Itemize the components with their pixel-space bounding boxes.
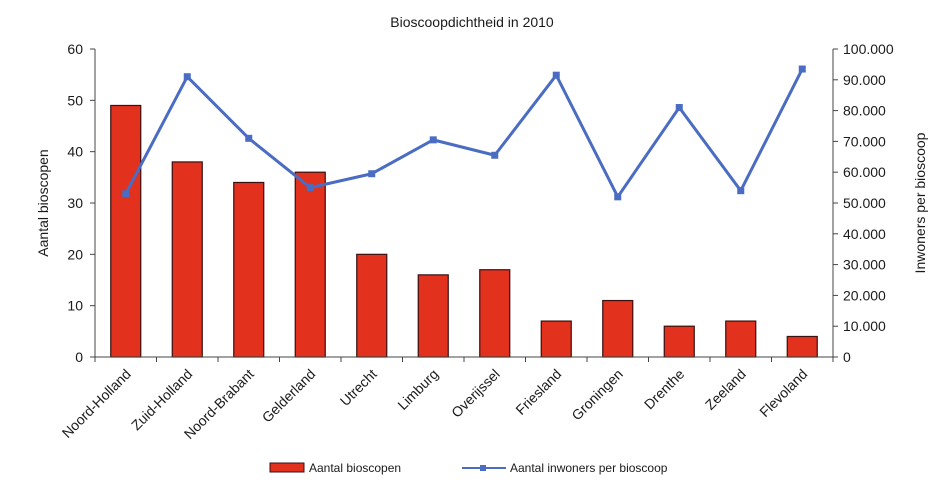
category-label: Limburg bbox=[394, 366, 441, 413]
right-tick-label: 100.000 bbox=[843, 41, 894, 57]
line-marker bbox=[245, 134, 253, 142]
legend-line-label: Aantal inwoners per bioscoop bbox=[510, 461, 668, 475]
line-path bbox=[124, 68, 804, 199]
line-marker bbox=[737, 187, 745, 195]
line-marker bbox=[122, 190, 130, 198]
left-tick-label: 20 bbox=[67, 246, 83, 262]
category-label: Drenthe bbox=[641, 366, 688, 413]
legend-line-marker bbox=[480, 465, 486, 471]
category-label: Friesland bbox=[512, 366, 564, 418]
right-tick-label: 30.000 bbox=[843, 257, 886, 273]
legend: Aantal bioscopen Aantal inwoners per bios… bbox=[269, 461, 668, 475]
left-tick-label: 60 bbox=[67, 41, 83, 57]
legend-bar-swatch bbox=[269, 462, 305, 473]
line-series bbox=[122, 65, 806, 201]
bar bbox=[540, 320, 572, 358]
bar bbox=[294, 171, 326, 358]
line-marker bbox=[614, 193, 622, 201]
category-label: Groningen bbox=[568, 366, 626, 424]
right-axis-label: Inwoners per bioscoop bbox=[912, 132, 928, 273]
left-tick-label: 10 bbox=[67, 298, 83, 314]
chart-title: Bioscoopdichtheid in 2010 bbox=[390, 14, 554, 30]
bar bbox=[479, 269, 511, 358]
right-tick-label: 90.000 bbox=[843, 72, 886, 88]
bar bbox=[356, 253, 388, 358]
bar bbox=[602, 299, 634, 358]
right-axis-ticks: 0 10.000 20.000 30.000 40.000 50.000 60.000 70.… bbox=[833, 41, 894, 365]
right-tick-label: 0 bbox=[843, 349, 851, 365]
left-tick-label: 0 bbox=[75, 349, 83, 365]
right-tick-label: 50.000 bbox=[843, 195, 886, 211]
bar bbox=[233, 181, 265, 358]
left-tick-label: 40 bbox=[67, 144, 83, 160]
line-marker bbox=[491, 151, 499, 159]
line-marker bbox=[183, 73, 191, 81]
category-label: Zeeland bbox=[702, 366, 749, 413]
category-label: Flevoland bbox=[756, 366, 810, 420]
bar bbox=[663, 325, 695, 358]
category-label: Zuid-Holland bbox=[128, 366, 195, 433]
bar-series bbox=[110, 104, 818, 358]
right-tick-label: 10.000 bbox=[843, 318, 886, 334]
bar bbox=[171, 161, 203, 358]
right-tick-label: 60.000 bbox=[843, 164, 886, 180]
bar bbox=[110, 104, 142, 358]
bar bbox=[725, 320, 757, 358]
left-axis-ticks: 0 10 20 30 40 50 60 bbox=[67, 41, 95, 365]
line-marker bbox=[798, 65, 806, 73]
right-tick-label: 70.000 bbox=[843, 133, 886, 149]
category-label: Overijssel bbox=[448, 366, 503, 421]
bar bbox=[786, 335, 818, 358]
bar bbox=[417, 274, 449, 358]
left-tick-label: 30 bbox=[67, 195, 83, 211]
right-tick-label: 40.000 bbox=[843, 226, 886, 242]
legend-bar-label: Aantal bioscopen bbox=[309, 461, 401, 475]
right-tick-label: 20.000 bbox=[843, 287, 886, 303]
line-marker bbox=[306, 184, 314, 192]
right-tick-label: 80.000 bbox=[843, 103, 886, 119]
line-marker bbox=[552, 71, 560, 79]
category-label: Gelderland bbox=[259, 366, 319, 426]
left-tick-label: 50 bbox=[67, 92, 83, 108]
line-marker bbox=[368, 170, 376, 178]
line-marker bbox=[429, 136, 437, 144]
category-label: Utrecht bbox=[337, 366, 380, 409]
left-axis-label: Aantal bioscopen bbox=[35, 149, 51, 256]
line-marker bbox=[675, 104, 683, 112]
category-label: Noord-Holland bbox=[59, 366, 134, 441]
